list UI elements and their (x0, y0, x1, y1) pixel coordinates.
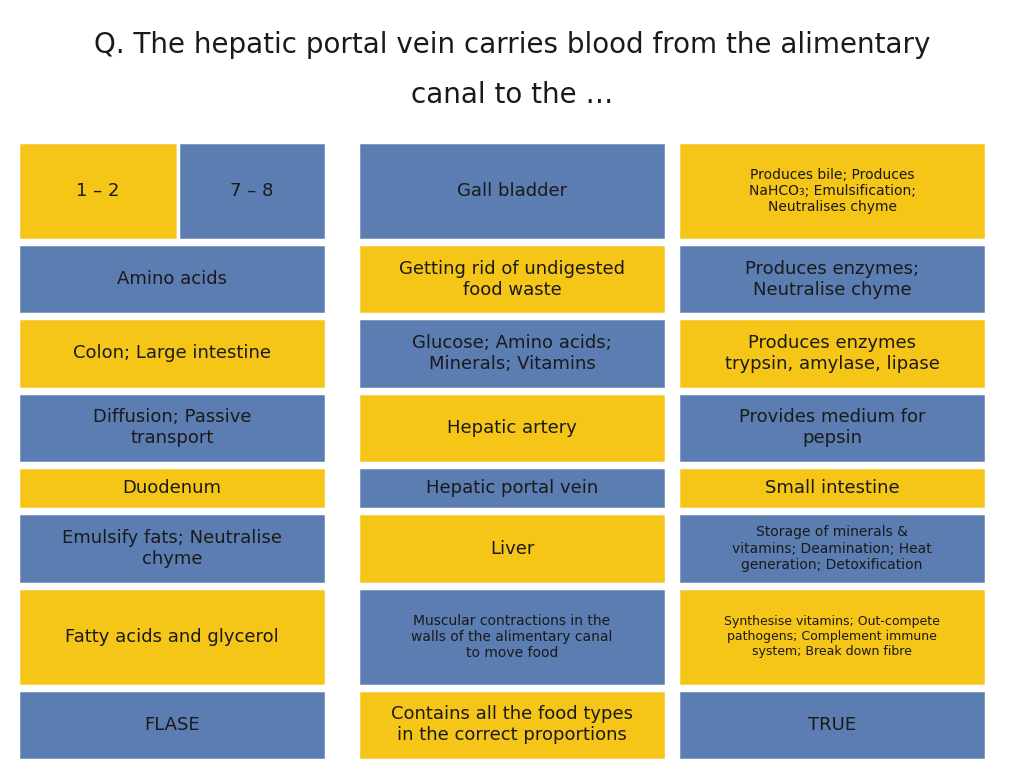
Bar (358, 467, 666, 509)
Text: Storage of minerals &
vitamins; Deamination; Heat
generation; Detoxification: Storage of minerals & vitamins; Deaminat… (732, 525, 932, 572)
Bar (358, 244, 666, 314)
Text: Produces enzymes
trypsin, amylase, lipase: Produces enzymes trypsin, amylase, lipas… (725, 334, 939, 372)
Text: Hepatic artery: Hepatic artery (447, 419, 577, 437)
Text: Provides medium for
pepsin: Provides medium for pepsin (738, 409, 926, 447)
Text: Small intestine: Small intestine (765, 479, 899, 497)
Bar (358, 142, 666, 240)
Text: Duodenum: Duodenum (123, 479, 221, 497)
Bar (678, 318, 986, 389)
Bar (358, 514, 666, 584)
Text: Glucose; Amino acids;
Minerals; Vitamins: Glucose; Amino acids; Minerals; Vitamins (412, 334, 612, 372)
Text: Getting rid of undigested
food waste: Getting rid of undigested food waste (399, 260, 625, 299)
Bar (358, 690, 666, 760)
Text: Muscular contractions in the
walls of the alimentary canal
to move food: Muscular contractions in the walls of th… (412, 614, 612, 660)
Text: 7 – 8: 7 – 8 (230, 182, 273, 200)
Bar (18, 588, 326, 686)
Bar (678, 467, 986, 509)
Bar (358, 392, 666, 463)
Bar (678, 690, 986, 760)
Text: Produces bile; Produces
NaHCO₃; Emulsification;
Neutralises chyme: Produces bile; Produces NaHCO₃; Emulsifi… (749, 167, 915, 214)
Text: Contains all the food types
in the correct proportions: Contains all the food types in the corre… (391, 706, 633, 744)
Text: Hepatic portal vein: Hepatic portal vein (426, 479, 598, 497)
Text: Gall bladder: Gall bladder (457, 182, 567, 200)
Bar (18, 142, 178, 240)
Text: Synthesise vitamins; Out-compete
pathogens; Complement immune
system; Break down: Synthesise vitamins; Out-compete pathoge… (724, 615, 940, 658)
Text: Diffusion; Passive
transport: Diffusion; Passive transport (93, 409, 251, 447)
Text: Colon; Large intestine: Colon; Large intestine (73, 344, 271, 362)
Text: Liver: Liver (489, 540, 535, 558)
Bar (18, 467, 326, 509)
Bar (178, 142, 326, 240)
Bar (18, 318, 326, 389)
Bar (18, 244, 326, 314)
Bar (678, 588, 986, 686)
Bar (358, 318, 666, 389)
Bar (18, 514, 326, 584)
Bar (678, 142, 986, 240)
Text: 1 – 2: 1 – 2 (77, 182, 120, 200)
Text: TRUE: TRUE (808, 716, 856, 734)
Text: Q. The hepatic portal vein carries blood from the alimentary: Q. The hepatic portal vein carries blood… (94, 31, 930, 59)
Bar (18, 392, 326, 463)
Bar (678, 244, 986, 314)
Bar (678, 392, 986, 463)
Text: canal to the …: canal to the … (411, 81, 613, 109)
Text: Emulsify fats; Neutralise
chyme: Emulsify fats; Neutralise chyme (62, 529, 282, 568)
Bar (678, 514, 986, 584)
Bar (358, 588, 666, 686)
Text: Fatty acids and glycerol: Fatty acids and glycerol (66, 627, 279, 646)
Bar (18, 690, 326, 760)
Text: Amino acids: Amino acids (117, 270, 227, 288)
Text: Produces enzymes;
Neutralise chyme: Produces enzymes; Neutralise chyme (744, 260, 920, 299)
Text: FLASE: FLASE (144, 716, 200, 734)
